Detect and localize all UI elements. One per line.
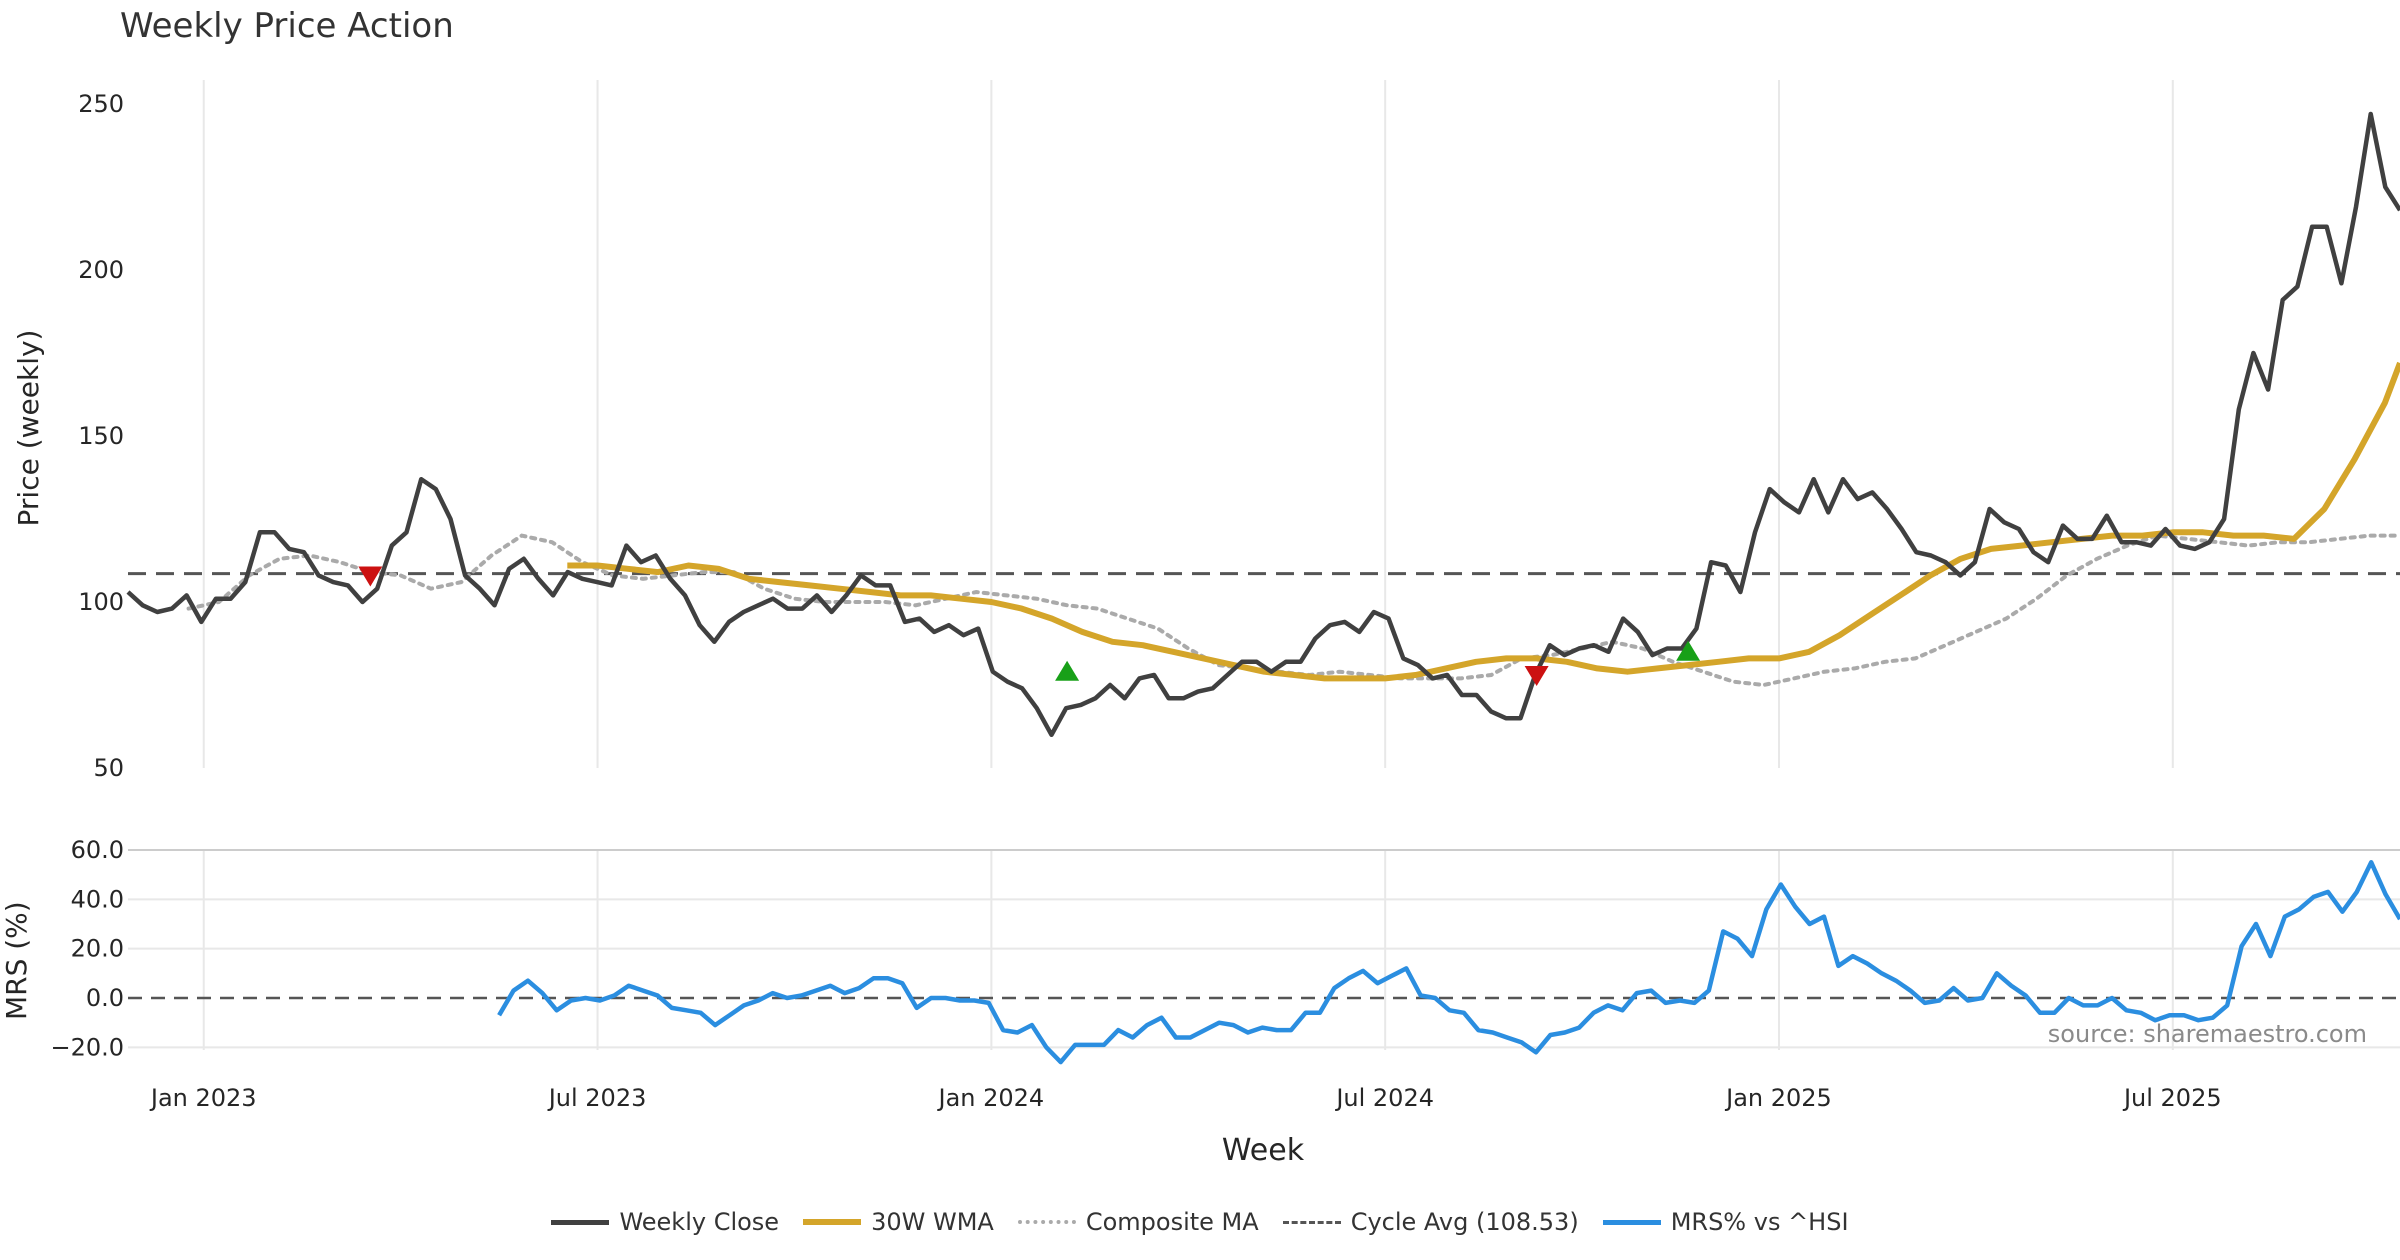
buy-signal-marker — [1676, 640, 1701, 661]
legend-label-mrs: MRS% vs ^HSI — [1670, 1208, 1849, 1236]
price-y-tick-label: 100 — [78, 588, 124, 616]
source-note: source: sharemaestro.com — [2047, 1020, 2367, 1048]
price-y-tick-label: 200 — [78, 256, 124, 284]
sell-signal-marker — [358, 566, 383, 587]
legend-label-composite: Composite MA — [1085, 1208, 1259, 1236]
mrs-y-tick-label: 20.0 — [71, 935, 124, 963]
legend-label-wma: 30W WMA — [871, 1208, 994, 1236]
x-tick-label: Jan 2025 — [1724, 1084, 1832, 1112]
mrs-y-axis-title: MRS (%) — [0, 901, 33, 1020]
weekly-close-line — [126, 111, 2400, 738]
legend: Weekly Close 30W WMA Composite MA Cycle … — [0, 1208, 2400, 1236]
mrs-y-tick-label: −20.0 — [50, 1033, 124, 1061]
price-y-tick-label: 250 — [78, 90, 124, 118]
x-axis-title: Week — [1222, 1133, 1305, 1168]
buy-signal-marker — [1055, 660, 1080, 681]
legend-weekly-close[interactable]: Weekly Close — [551, 1208, 779, 1236]
legend-swatch-mrs — [1602, 1219, 1661, 1225]
legend-swatch-close — [551, 1219, 610, 1225]
legend-label-cycle: Cycle Avg (108.53) — [1350, 1208, 1579, 1236]
mrs-y-tick-label: 60.0 — [71, 836, 124, 864]
legend-cycle-avg[interactable]: Cycle Avg (108.53) — [1282, 1208, 1579, 1236]
legend-label-close: Weekly Close — [619, 1208, 780, 1236]
legend-swatch-composite — [1017, 1220, 1076, 1224]
legend-swatch-wma — [803, 1219, 862, 1225]
mrs-grid — [128, 849, 2400, 1050]
mrs-series-group — [128, 860, 2400, 1065]
legend-30w-wma[interactable]: 30W WMA — [803, 1208, 994, 1236]
sell-signal-marker — [1524, 666, 1549, 687]
legend-composite-ma[interactable]: Composite MA — [1017, 1208, 1259, 1236]
chart-title: Weekly Price Action — [120, 6, 454, 46]
axis-labels: Jan 2023 Jul 2023 Jan 2024 Jul 2024 Jan 2025… — [0, 90, 2222, 1168]
mrs-y-tick-label: 40.0 — [71, 885, 124, 913]
mrs-y-tick-label: 0.0 — [86, 984, 124, 1012]
legend-mrs[interactable]: MRS% vs ^HSI — [1602, 1208, 1849, 1236]
price-grid — [202, 80, 2174, 768]
x-tick-label: Jul 2025 — [2122, 1084, 2222, 1112]
price-y-axis-title: Price (weekly) — [12, 330, 45, 527]
price-y-tick-label: 150 — [78, 422, 124, 450]
mrs-line — [497, 860, 2400, 1065]
price-series-group — [126, 111, 2400, 738]
x-tick-label: Jan 2024 — [937, 1084, 1045, 1112]
wma-line — [567, 361, 2400, 682]
x-tick-label: Jan 2023 — [149, 1084, 257, 1112]
x-tick-label: Jul 2024 — [1334, 1084, 1434, 1112]
legend-swatch-cycle — [1282, 1220, 1341, 1224]
x-tick-label: Jul 2023 — [547, 1084, 647, 1112]
price-y-tick-label: 50 — [93, 754, 124, 782]
